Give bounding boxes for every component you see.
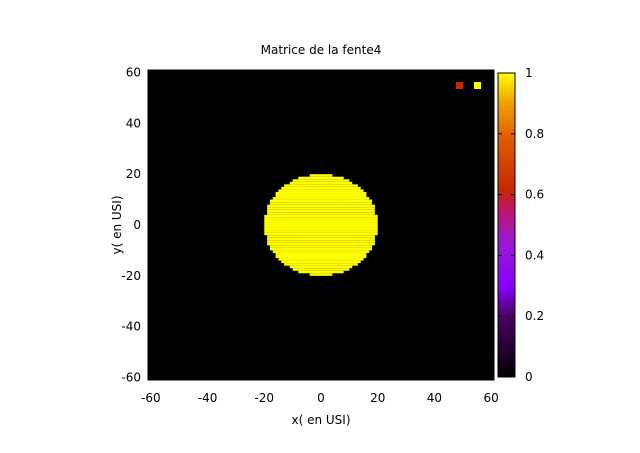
heatmap-cell-row (267, 204, 375, 208)
y-tick-label: -60 (121, 370, 141, 384)
y-tick-label: -40 (121, 320, 141, 334)
x-tick-label: 60 (484, 391, 499, 405)
colorbar-tick-label: 0.2 (525, 309, 544, 323)
colorbar-tick-label: 0 (525, 370, 533, 384)
y-tick-label: -20 (121, 269, 141, 283)
heatmap-cell-row (281, 186, 361, 190)
heatmap-cell-row (269, 245, 373, 248)
heatmap-cell-row (264, 227, 378, 231)
x-tick-label: -60 (141, 391, 161, 405)
heatmap-cell-row (264, 232, 378, 236)
heatmap-cell-row (267, 237, 375, 241)
legend-marker (456, 82, 463, 89)
aperture-disc-layer (264, 174, 378, 276)
colorbar-ticks: 0 0.2 0.4 0.6 0.8 1 (498, 66, 544, 384)
legend-marker (474, 82, 481, 89)
heatmap-cell-row (309, 174, 333, 177)
heatmap-cell-row (284, 184, 358, 187)
heatmap-cell-row (264, 222, 378, 225)
chart-title: Matrice de la fente4 (261, 43, 382, 57)
heatmap-cell-row (284, 263, 358, 266)
plot-frame (147, 69, 495, 381)
x-tick-label: 0 (317, 391, 325, 405)
x-tick-label: -20 (254, 391, 274, 405)
heatmap-cell-row (292, 268, 350, 271)
heatmap-cell-row (292, 179, 350, 182)
y-tick-label: 0 (133, 218, 141, 232)
heatmap-cell-row (264, 225, 378, 228)
x-tick-label: 40 (427, 391, 442, 405)
heatmap-cell-row (278, 258, 364, 261)
heatmap-cell-row (267, 242, 375, 246)
x-axis-label: x( en USI) (291, 413, 350, 427)
heatmap-cell-row (267, 207, 375, 210)
x-tick-label: -40 (198, 391, 218, 405)
heatmap-cell-row (267, 235, 375, 238)
heatmap-cell-row (264, 214, 378, 218)
heatmap-cell-row (272, 250, 370, 253)
heatmap-cell-row (267, 240, 375, 243)
heatmap-cell-row (269, 199, 373, 203)
y-tick-label: 40 (126, 116, 141, 130)
heatmap-cell-row (269, 247, 373, 251)
heatmap-cell-row (278, 189, 364, 192)
colorbar-tick-label: 0.6 (525, 188, 544, 202)
x-axis-ticks: -60 -40 -20 0 20 40 60 (141, 70, 499, 405)
colorbar-tick-label: 0.4 (525, 248, 544, 262)
heatmap-cell-row (269, 202, 373, 205)
colorbar-tick-label: 1 (525, 66, 533, 80)
heatmap-cell-row (309, 273, 333, 276)
y-axis-label: y( en USI) (110, 195, 124, 254)
heatmap-cell-row (298, 270, 344, 274)
heatmap-cell-row (275, 252, 367, 256)
heatmap-cell-row (275, 194, 367, 198)
x-tick-label: 20 (370, 391, 385, 405)
heatmap-cell-row (267, 209, 375, 213)
heatmap-cell-row (298, 176, 344, 180)
heatmap-cell-row (264, 219, 378, 223)
heatmap-cell-row (264, 230, 378, 233)
heatmap-cell-row (264, 217, 378, 220)
y-axis-ticks: -60 -40 -20 0 20 40 60 (121, 66, 494, 384)
heatmap-cell-row (281, 260, 361, 264)
legend-markers (456, 82, 481, 89)
heatmap-cell-row (275, 191, 367, 195)
heatmap-cell-row (267, 212, 375, 215)
heatmap-cell-row (289, 181, 353, 185)
colorbar-tick-label: 0.8 (525, 127, 544, 141)
heatmap-cell-row (275, 255, 367, 259)
y-tick-label: 60 (126, 66, 141, 80)
colorbar (497, 72, 516, 378)
heatmap-cell-row (289, 265, 353, 269)
y-tick-label: 20 (126, 167, 141, 181)
heatmap-cell-row (272, 197, 370, 200)
